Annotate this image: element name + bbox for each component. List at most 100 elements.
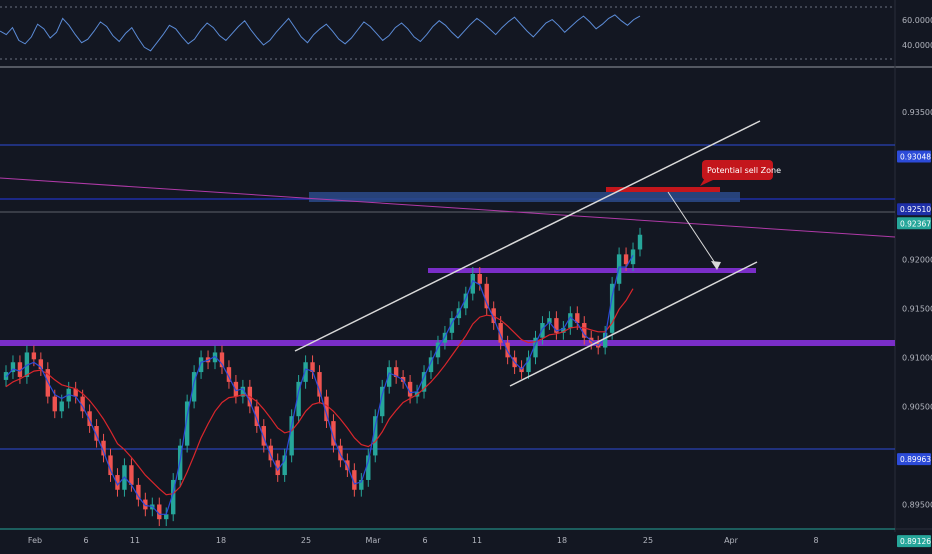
price-label-text: 0.92510 — [900, 205, 931, 214]
candle-body[interactable] — [331, 421, 336, 446]
price-label-text: 0.89126 — [900, 537, 931, 546]
candle-body[interactable] — [226, 367, 232, 382]
rsi-tick-60: 60.0000 — [902, 16, 932, 25]
candle-body[interactable] — [393, 367, 399, 377]
sell-zone-callout[interactable]: Potential sell Zone — [700, 160, 781, 186]
candle-body[interactable] — [554, 318, 559, 333]
candle-body[interactable] — [198, 357, 204, 373]
candle-body[interactable] — [171, 479, 176, 515]
y-tick-label: 0.90500 — [902, 402, 932, 411]
candle-body[interactable] — [609, 283, 615, 333]
resistance-band[interactable] — [309, 192, 740, 202]
candle-body[interactable] — [561, 327, 566, 333]
candle-body[interactable] — [87, 411, 92, 427]
y-tick-label: 0.91000 — [902, 353, 932, 362]
candle-body[interactable] — [275, 460, 280, 476]
candle-body[interactable] — [282, 455, 287, 476]
candle-body[interactable] — [31, 352, 37, 360]
candle-body[interactable] — [324, 396, 329, 422]
purple-upper-zone[interactable] — [428, 268, 756, 273]
candle-body[interactable] — [637, 234, 643, 250]
candle-body[interactable] — [157, 504, 162, 520]
candle-body[interactable] — [435, 342, 441, 358]
candle-body[interactable] — [477, 273, 482, 284]
candle-body[interactable] — [470, 273, 475, 294]
candle-body[interactable] — [191, 372, 197, 402]
candle-body[interactable] — [73, 388, 78, 397]
candle-body[interactable] — [317, 372, 322, 397]
candle-body[interactable] — [108, 455, 113, 476]
candle-body[interactable] — [59, 401, 64, 412]
candle-body[interactable] — [386, 367, 392, 387]
candle-body[interactable] — [143, 499, 148, 510]
channel-upper-line[interactable] — [294, 120, 761, 352]
candle-body[interactable] — [602, 332, 608, 348]
candle-body[interactable] — [212, 352, 218, 363]
candle-body[interactable] — [526, 357, 531, 373]
candle-body[interactable] — [421, 372, 427, 392]
candle-body[interactable] — [219, 352, 225, 368]
y-tick-label: 0.89500 — [902, 500, 932, 509]
candle-body[interactable] — [352, 470, 357, 490]
candle-body[interactable] — [449, 318, 455, 333]
price-label-text: 0.89963 — [900, 455, 931, 464]
candle-body[interactable] — [484, 283, 489, 309]
candle-body[interactable] — [164, 514, 169, 520]
candle-body[interactable] — [568, 313, 573, 328]
candle-body[interactable] — [268, 445, 273, 461]
candle-body[interactable] — [366, 455, 371, 480]
candle-body[interactable] — [129, 465, 134, 485]
price-label-box — [897, 150, 931, 163]
callout-pointer — [700, 178, 713, 186]
purple-lower-zone[interactable] — [0, 340, 895, 346]
candle-body[interactable] — [38, 359, 44, 370]
x-tick-label: 6 — [422, 536, 427, 545]
candle-body[interactable] — [10, 362, 16, 373]
candle-body[interactable] — [115, 475, 120, 490]
candle-body[interactable] — [52, 396, 57, 412]
candle-body[interactable] — [296, 381, 301, 417]
channel-lower-line[interactable] — [509, 261, 758, 387]
candle-body[interactable] — [575, 313, 580, 324]
descending-trendline[interactable] — [0, 177, 896, 238]
sell-zone[interactable] — [606, 187, 720, 192]
candle-body[interactable] — [407, 381, 413, 397]
y-tick-label: 0.92000 — [902, 255, 932, 264]
candle-body[interactable] — [310, 362, 315, 373]
candle-body[interactable] — [240, 386, 246, 397]
candle-body[interactable] — [498, 323, 503, 343]
candle-body[interactable] — [261, 426, 266, 446]
y-tick-label: 0.91500 — [902, 304, 932, 313]
x-tick-label: 18 — [216, 536, 226, 545]
candle-body[interactable] — [136, 484, 141, 500]
candle-body[interactable] — [533, 337, 538, 358]
candle-body[interactable] — [463, 293, 469, 309]
candle-body[interactable] — [630, 249, 636, 265]
candle-body[interactable] — [359, 479, 364, 490]
projection-arrow-head — [711, 261, 721, 270]
x-tick-label: 6 — [83, 536, 88, 545]
candle-body[interactable] — [380, 386, 385, 417]
projection-arrow-line — [667, 191, 718, 267]
candle-body[interactable] — [289, 416, 294, 456]
candle-body[interactable] — [547, 318, 552, 324]
candle-body[interactable] — [582, 323, 587, 338]
candle-body[interactable] — [623, 254, 629, 265]
candle-body[interactable] — [184, 401, 190, 446]
candle-body[interactable] — [373, 416, 378, 456]
moving-average-blue — [5, 254, 634, 515]
candle-body[interactable] — [94, 426, 99, 441]
candle-body[interactable] — [303, 362, 308, 382]
candle-body[interactable] — [540, 323, 545, 338]
candle-body[interactable] — [505, 342, 510, 358]
candle-body[interactable] — [254, 406, 260, 427]
x-tick-label: 8 — [813, 536, 818, 545]
candle-body[interactable] — [3, 372, 9, 380]
candle-body[interactable] — [80, 396, 85, 412]
candle-body[interactable] — [428, 357, 434, 373]
candle-body[interactable] — [233, 381, 239, 397]
candle-body[interactable] — [17, 362, 23, 377]
candle-body[interactable] — [101, 440, 106, 456]
rsi-panel[interactable]: 60.0000 40.0000 — [0, 6, 932, 68]
